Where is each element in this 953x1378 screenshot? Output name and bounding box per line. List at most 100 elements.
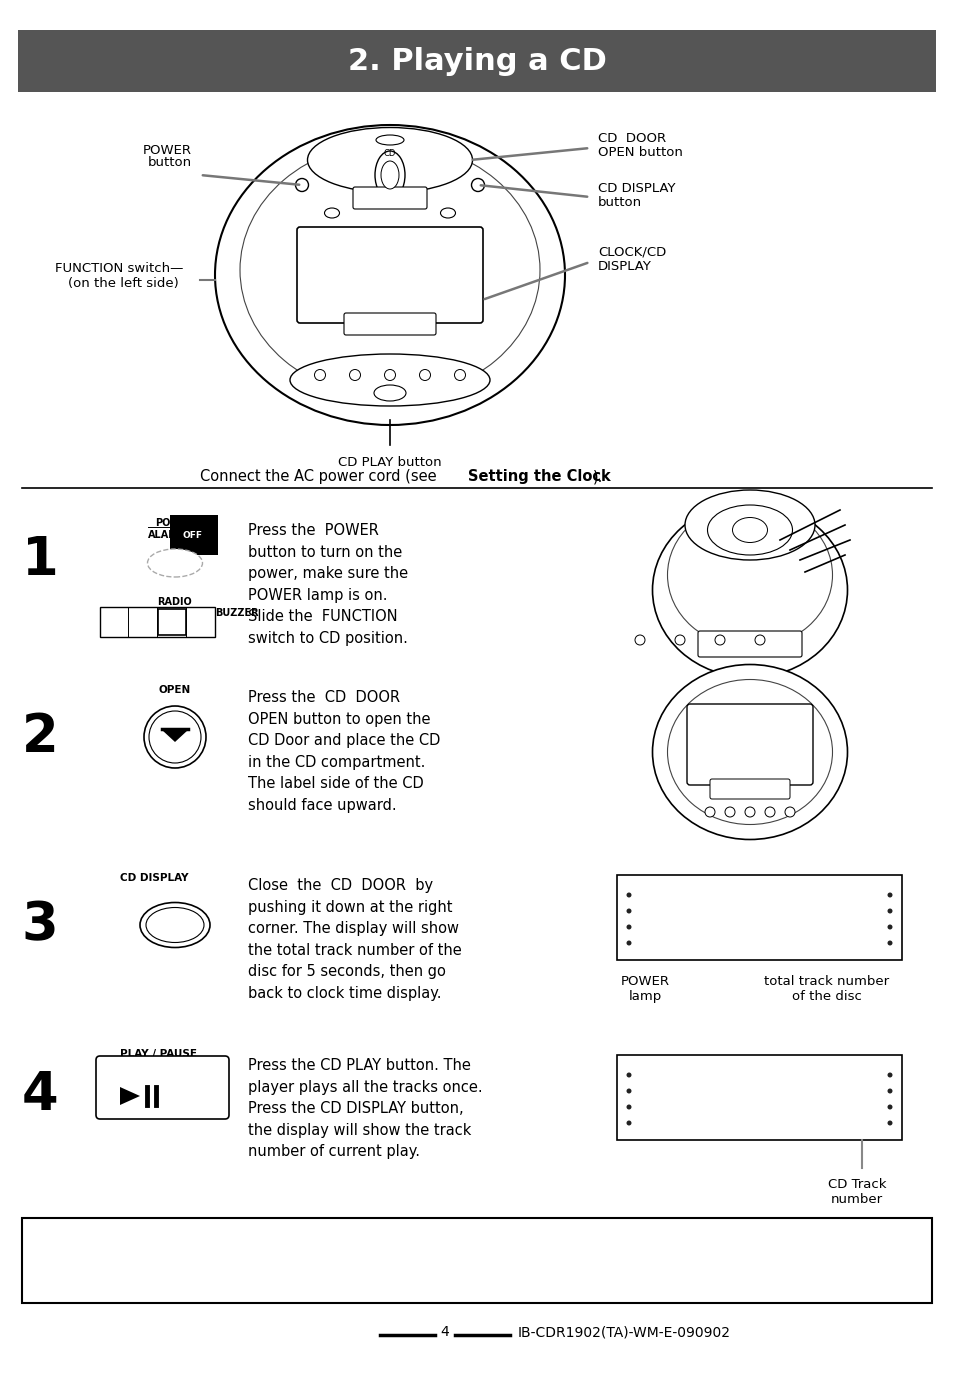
Text: OPEN button: OPEN button — [598, 146, 682, 160]
Ellipse shape — [667, 503, 832, 648]
Ellipse shape — [626, 893, 631, 897]
Ellipse shape — [886, 893, 892, 897]
Ellipse shape — [471, 179, 484, 192]
FancyBboxPatch shape — [344, 313, 436, 335]
Text: CD  DOOR: CD DOOR — [598, 131, 665, 145]
Ellipse shape — [886, 941, 892, 945]
Text: POWER
lamp: POWER lamp — [619, 976, 669, 1003]
Ellipse shape — [149, 711, 201, 763]
Ellipse shape — [375, 152, 405, 198]
Ellipse shape — [374, 384, 406, 401]
Text: 01: 01 — [734, 1064, 814, 1130]
Ellipse shape — [626, 1089, 631, 1094]
Ellipse shape — [380, 161, 398, 189]
Ellipse shape — [314, 369, 325, 380]
Ellipse shape — [626, 908, 631, 914]
Polygon shape — [162, 730, 188, 741]
Text: total track number
of the disc: total track number of the disc — [763, 976, 888, 1003]
Ellipse shape — [754, 635, 764, 645]
Text: Connect the AC power cord (see: Connect the AC power cord (see — [200, 470, 441, 485]
Ellipse shape — [707, 504, 792, 555]
Ellipse shape — [626, 941, 631, 945]
FancyBboxPatch shape — [698, 631, 801, 657]
Text: 1: 1 — [22, 535, 58, 586]
Text: (on the left side): (on the left side) — [68, 277, 178, 289]
Ellipse shape — [240, 142, 539, 397]
Text: 3: 3 — [22, 898, 58, 951]
Ellipse shape — [764, 808, 774, 817]
Text: RADIO: RADIO — [157, 597, 193, 606]
Ellipse shape — [307, 128, 472, 193]
FancyBboxPatch shape — [617, 1056, 901, 1140]
Text: Press the CD PLAY button. The
player plays all the tracks once.
Press the CD DIS: Press the CD PLAY button. The player pla… — [248, 1058, 482, 1159]
Ellipse shape — [324, 208, 339, 218]
Text: ALARM: ALARM — [148, 531, 186, 540]
Ellipse shape — [214, 125, 564, 424]
Ellipse shape — [144, 706, 206, 768]
Text: 12: 12 — [734, 885, 814, 951]
Ellipse shape — [626, 1120, 631, 1126]
Ellipse shape — [784, 808, 794, 817]
FancyBboxPatch shape — [18, 30, 935, 92]
Ellipse shape — [626, 1072, 631, 1078]
Text: POWER: POWER — [154, 518, 195, 528]
FancyBboxPatch shape — [353, 187, 427, 209]
Text: 4: 4 — [440, 1326, 449, 1339]
Text: During CD play, the display still shows CLOCK time, press CD DISPLAY: During CD play, the display still shows … — [35, 1235, 629, 1248]
Ellipse shape — [744, 808, 754, 817]
Text: button if you want CD display.: button if you want CD display. — [35, 1255, 297, 1271]
Polygon shape — [120, 1087, 140, 1105]
Ellipse shape — [886, 1072, 892, 1078]
Text: CLOCK/CD: CLOCK/CD — [598, 245, 665, 259]
Ellipse shape — [375, 135, 403, 145]
Ellipse shape — [667, 679, 832, 824]
Ellipse shape — [886, 1105, 892, 1109]
FancyBboxPatch shape — [158, 609, 186, 635]
Ellipse shape — [675, 635, 684, 645]
Ellipse shape — [295, 179, 308, 192]
Text: Press the  POWER
button to turn on the
power, make sure the
POWER lamp is on.
Sl: Press the POWER button to turn on the po… — [248, 524, 408, 646]
Text: OPEN: OPEN — [159, 685, 191, 695]
Text: 2: 2 — [22, 711, 58, 763]
Ellipse shape — [146, 908, 204, 943]
Text: OFF: OFF — [183, 531, 203, 540]
Text: CD: CD — [100, 608, 115, 617]
Text: |: | — [173, 608, 176, 619]
Text: 2. Playing a CD: 2. Playing a CD — [347, 47, 606, 76]
FancyBboxPatch shape — [22, 1218, 931, 1304]
Ellipse shape — [732, 518, 767, 543]
Ellipse shape — [652, 664, 846, 839]
Ellipse shape — [886, 1089, 892, 1094]
Text: Press the  CD  DOOR
OPEN button to open the
CD Door and place the CD
in the CD c: Press the CD DOOR OPEN button to open th… — [248, 690, 440, 813]
Text: CD PLAY button: CD PLAY button — [337, 456, 441, 469]
Ellipse shape — [454, 369, 465, 380]
Text: POWER: POWER — [143, 143, 192, 157]
FancyBboxPatch shape — [100, 606, 214, 637]
FancyBboxPatch shape — [296, 227, 482, 322]
Text: FUNCTION switch—: FUNCTION switch— — [55, 262, 183, 274]
Ellipse shape — [419, 369, 430, 380]
FancyBboxPatch shape — [686, 704, 812, 785]
FancyBboxPatch shape — [617, 875, 901, 960]
Text: button: button — [598, 197, 641, 209]
Ellipse shape — [886, 1120, 892, 1126]
Ellipse shape — [886, 908, 892, 914]
Text: CD DISPLAY: CD DISPLAY — [120, 874, 189, 883]
Text: Setting the Clock: Setting the Clock — [468, 470, 610, 485]
Ellipse shape — [704, 808, 714, 817]
Ellipse shape — [684, 491, 814, 559]
Text: PLAY / PAUSE: PLAY / PAUSE — [120, 1049, 196, 1060]
Ellipse shape — [886, 925, 892, 930]
Text: OFF: OFF — [185, 531, 204, 540]
Text: CD DISPLAY: CD DISPLAY — [598, 182, 675, 194]
Ellipse shape — [626, 925, 631, 930]
Text: button: button — [148, 157, 192, 169]
Ellipse shape — [440, 208, 455, 218]
Text: 4: 4 — [22, 1069, 58, 1120]
Ellipse shape — [290, 354, 490, 407]
Ellipse shape — [724, 808, 734, 817]
Ellipse shape — [635, 635, 644, 645]
Text: DISPLAY: DISPLAY — [598, 260, 651, 273]
Ellipse shape — [714, 635, 724, 645]
FancyBboxPatch shape — [96, 1056, 229, 1119]
